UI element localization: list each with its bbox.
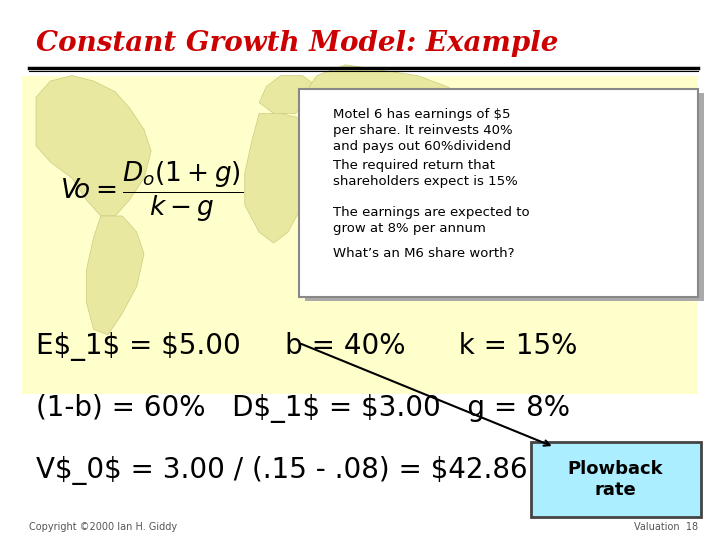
FancyBboxPatch shape	[299, 89, 698, 297]
Polygon shape	[475, 200, 540, 254]
Text: E$_1$ = $5.00     b = 40%      k = 15%: E$_1$ = $5.00 b = 40% k = 15%	[36, 332, 577, 361]
Text: Valuation  18: Valuation 18	[634, 522, 698, 532]
Text: Motel 6 has earnings of $5
per share. It reinvests 40%
and pays out 60%dividend: Motel 6 has earnings of $5 per share. It…	[333, 108, 512, 153]
Polygon shape	[245, 113, 317, 243]
Text: The earnings are expected to
grow at 8% per annum: The earnings are expected to grow at 8% …	[333, 206, 529, 235]
FancyBboxPatch shape	[531, 442, 701, 517]
Text: (1-b) = 60%   D$_1$ = $3.00   g = 8%: (1-b) = 60% D$_1$ = $3.00 g = 8%	[36, 394, 570, 423]
Polygon shape	[310, 65, 475, 151]
Text: Copyright ©2000 Ian H. Giddy: Copyright ©2000 Ian H. Giddy	[29, 522, 177, 532]
Text: Plowback
rate: Plowback rate	[568, 460, 663, 499]
FancyBboxPatch shape	[305, 93, 704, 301]
Polygon shape	[86, 216, 144, 335]
Text: V$_0$ = 3.00 / (.15 - .08) = $42.86: V$_0$ = 3.00 / (.15 - .08) = $42.86	[36, 456, 528, 485]
Text: The required return that
shareholders expect is 15%: The required return that shareholders ex…	[333, 159, 518, 188]
Polygon shape	[259, 76, 317, 113]
Polygon shape	[36, 76, 151, 216]
Text: Constant Growth Model: Example: Constant Growth Model: Example	[36, 30, 559, 57]
Text: $V\!o = \dfrac{D_o(1+g)}{k-g}$: $V\!o = \dfrac{D_o(1+g)}{k-g}$	[60, 160, 243, 224]
Text: What’s an M6 share worth?: What’s an M6 share worth?	[333, 247, 514, 260]
FancyBboxPatch shape	[22, 76, 698, 394]
